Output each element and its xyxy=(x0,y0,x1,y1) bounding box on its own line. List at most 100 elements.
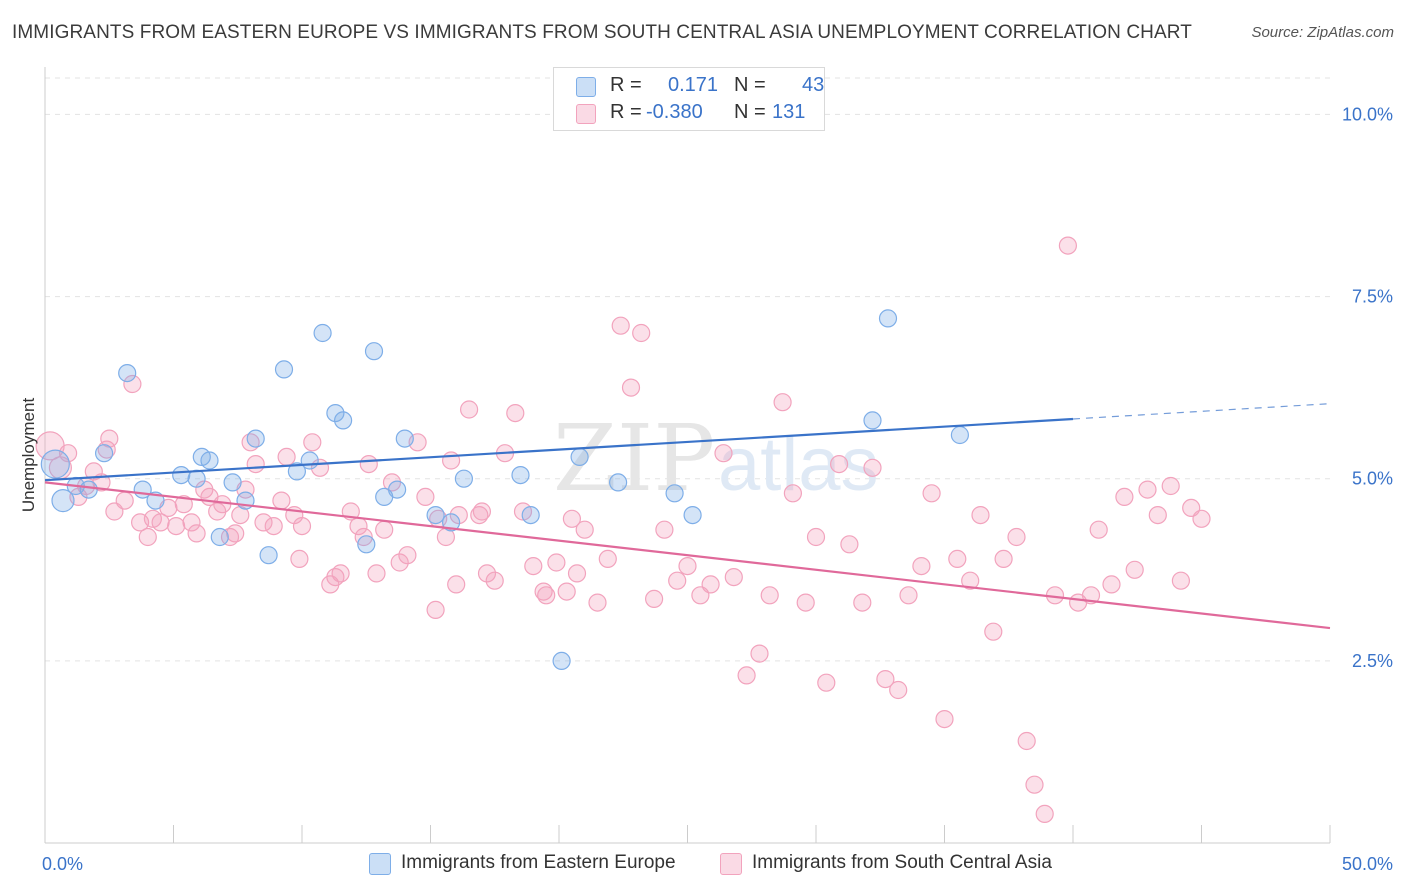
legend-label: Immigrants from Eastern Europe xyxy=(401,852,676,873)
data-point xyxy=(683,505,702,525)
y-axis-label: Unemployment xyxy=(19,398,38,513)
data-point xyxy=(223,473,242,492)
data-point xyxy=(632,323,651,343)
y-tick-label: 7.5% xyxy=(1352,287,1393,307)
data-point xyxy=(226,524,245,543)
data-point xyxy=(292,516,312,536)
data-point xyxy=(398,546,417,565)
data-point xyxy=(449,505,468,525)
data-point xyxy=(806,527,826,547)
data-point xyxy=(246,455,265,474)
data-point xyxy=(644,589,664,609)
data-point xyxy=(1161,476,1180,496)
data-point xyxy=(79,480,98,499)
data-point xyxy=(562,509,582,528)
data-point xyxy=(984,622,1003,641)
data-point xyxy=(1035,804,1054,824)
legend-swatch-pink xyxy=(720,853,742,875)
trend-line-eastern-europe-extension xyxy=(1072,403,1331,420)
data-point xyxy=(817,673,836,692)
r-label: R = xyxy=(610,101,642,123)
data-point xyxy=(863,458,882,477)
data-point xyxy=(567,564,587,583)
data-point xyxy=(783,484,803,503)
data-point xyxy=(416,487,435,506)
r-label: R = xyxy=(610,74,642,96)
data-point xyxy=(961,571,980,590)
data-point xyxy=(300,451,319,470)
data-point xyxy=(611,316,630,335)
y-tick-label: 2.5% xyxy=(1352,651,1393,671)
data-point xyxy=(878,309,898,328)
data-point xyxy=(210,527,229,547)
data-point xyxy=(138,527,157,547)
data-point xyxy=(334,411,353,430)
data-point xyxy=(678,556,697,576)
data-point xyxy=(537,586,556,605)
data-point xyxy=(454,469,473,488)
data-point xyxy=(655,520,674,539)
data-point xyxy=(524,556,543,576)
data-point xyxy=(714,444,733,463)
data-point xyxy=(254,513,273,532)
data-point xyxy=(187,524,206,543)
data-point xyxy=(588,593,607,612)
data-point xyxy=(1017,731,1036,751)
data-point xyxy=(460,400,479,419)
data-point xyxy=(750,644,769,663)
trend-line-south-central-asia xyxy=(44,481,1331,630)
data-point xyxy=(922,484,941,503)
data-point xyxy=(442,513,461,532)
data-point xyxy=(472,502,491,521)
data-point xyxy=(701,575,720,594)
data-point xyxy=(272,491,291,510)
data-point xyxy=(326,404,345,423)
data-point xyxy=(1115,487,1134,506)
data-point xyxy=(598,549,617,569)
data-point xyxy=(359,455,378,474)
data-point xyxy=(426,600,445,620)
data-point xyxy=(40,449,70,479)
n-value: 43 xyxy=(802,74,825,96)
data-point xyxy=(557,582,576,601)
data-point xyxy=(1102,575,1121,594)
data-point xyxy=(388,480,407,499)
data-point xyxy=(724,567,743,587)
legend-swatch-blue xyxy=(576,77,596,97)
data-point xyxy=(511,466,530,485)
trend-lines xyxy=(44,403,1331,630)
n-value: 131 xyxy=(772,101,806,123)
data-point xyxy=(167,516,186,536)
tick-labels: 2.5% 5.0% 7.5% 10.0% 0.0% 50.0% xyxy=(42,104,1393,874)
data-point xyxy=(971,505,990,525)
data-point xyxy=(899,586,918,605)
data-point xyxy=(665,484,684,503)
data-point xyxy=(354,527,373,547)
data-point xyxy=(303,433,322,452)
data-point xyxy=(1171,571,1191,590)
data-point xyxy=(863,411,882,430)
data-point xyxy=(1125,560,1144,579)
data-point xyxy=(829,455,849,474)
data-point xyxy=(552,651,571,671)
data-point xyxy=(477,564,497,583)
stats-legend: R = 0.171 N = 43 R = -0.380 N = 131 xyxy=(553,67,825,131)
data-point xyxy=(375,520,394,539)
data-point xyxy=(1058,236,1078,255)
series-south-central-asia xyxy=(35,236,1211,824)
r-value: -0.380 xyxy=(646,101,703,123)
data-point xyxy=(118,364,137,383)
data-point xyxy=(390,553,409,572)
data-point xyxy=(51,489,75,513)
data-point xyxy=(1089,520,1108,539)
data-point xyxy=(447,575,466,594)
data-point xyxy=(246,429,265,448)
watermark: ZIP atlas xyxy=(553,405,879,512)
data-point xyxy=(174,495,193,514)
data-point xyxy=(853,593,872,612)
data-point xyxy=(172,466,191,485)
chart-source: Source: ZipAtlas.com xyxy=(1251,24,1394,41)
n-label: N = xyxy=(734,74,766,96)
data-point xyxy=(608,473,628,492)
